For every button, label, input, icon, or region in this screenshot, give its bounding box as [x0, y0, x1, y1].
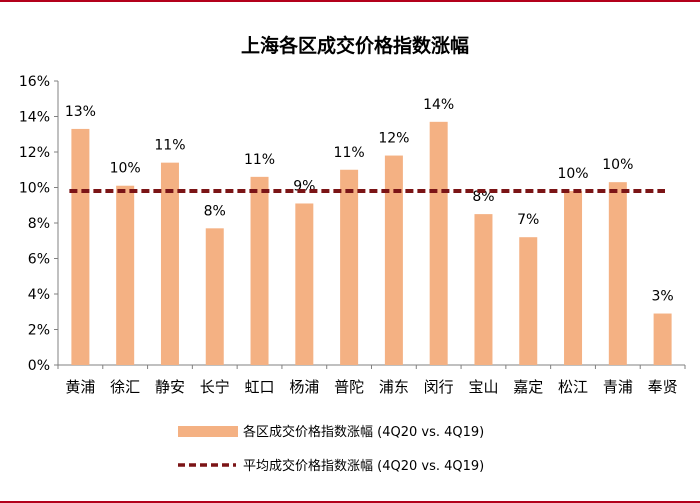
x-tick-label: 松江 — [558, 378, 588, 396]
top-border — [0, 0, 700, 2]
bar — [384, 155, 403, 365]
y-tick-label: 12% — [19, 145, 50, 161]
bars — [71, 121, 672, 365]
bar-labels: 13%10%11%8%11%9%11%12%14%8%7%10%10%3% — [65, 97, 674, 305]
bottom-border — [0, 501, 700, 503]
y-tick-label: 16% — [19, 74, 50, 90]
bar-data-label: 11% — [244, 152, 275, 168]
bar-data-label: 10% — [110, 161, 141, 177]
x-tick-label: 青浦 — [603, 378, 633, 396]
bar — [160, 162, 179, 365]
x-tick-label: 嘉定 — [513, 378, 543, 396]
chart-title: 上海各区成交价格指数涨幅 — [241, 34, 469, 57]
bar-data-label: 11% — [334, 145, 365, 161]
legend: 各区成交价格指数涨幅 (4Q20 vs. 4Q19) 平均成交价格指数涨幅 (4… — [178, 424, 484, 474]
x-tick-label: 浦东 — [379, 378, 409, 396]
y-tick-label: 14% — [19, 110, 50, 126]
y-tick-label: 0% — [28, 358, 50, 374]
x-tick-label: 黄浦 — [65, 378, 95, 396]
bar — [474, 214, 493, 365]
y-tick-label: 4% — [28, 287, 50, 303]
bar-data-label: 11% — [154, 138, 185, 154]
x-tick-label: 长宁 — [200, 378, 230, 396]
x-tick-label: 杨浦 — [289, 378, 319, 396]
x-tick-label: 奉贤 — [648, 378, 678, 396]
bar-data-label: 3% — [651, 289, 673, 305]
x-tick-label: 闵行 — [424, 378, 454, 396]
legend-bar-label: 各区成交价格指数涨幅 (4Q20 vs. 4Q19) — [243, 424, 484, 440]
legend-bar-swatch — [178, 426, 238, 437]
x-tick-label: 徐汇 — [110, 378, 140, 396]
bar — [250, 176, 269, 365]
bar-data-label: 7% — [517, 212, 539, 228]
y-tick-label: 2% — [28, 323, 50, 339]
bar — [71, 128, 90, 365]
bar-data-label: 10% — [557, 166, 588, 182]
bar — [608, 182, 627, 365]
bar — [116, 185, 135, 365]
axes — [54, 80, 686, 369]
y-tick-label: 6% — [28, 252, 50, 268]
bar-data-label: 14% — [423, 97, 454, 113]
bar — [205, 228, 224, 365]
x-tick-label: 宝山 — [468, 378, 498, 396]
y-tick-label: 8% — [28, 216, 50, 232]
bar-data-label: 12% — [378, 131, 409, 147]
x-tick-label: 静安 — [155, 378, 185, 396]
bar-data-label: 8% — [472, 189, 494, 205]
bar — [519, 237, 538, 365]
bar-data-label: 8% — [204, 203, 226, 219]
y-tick-label: 10% — [19, 181, 50, 197]
legend-line-label: 平均成交价格指数涨幅 (4Q20 vs. 4Q19) — [243, 458, 484, 474]
bar — [340, 169, 359, 365]
x-axis-labels: 黄浦 徐汇 静安 长宁 虹口 杨浦 普陀 浦东 闵行 宝山 嘉定 松江 青浦 奉贤 — [65, 378, 677, 396]
bar-data-label: 13% — [65, 104, 96, 120]
bar — [295, 203, 314, 365]
bar — [429, 121, 448, 365]
x-tick-label: 普陀 — [334, 378, 364, 396]
y-axis-labels: 0% 2% 4% 6% 8% 10% 12% 14% 16% — [19, 74, 50, 374]
bar — [564, 191, 583, 365]
x-tick-label: 虹口 — [245, 378, 275, 396]
bar — [653, 313, 672, 365]
bar-data-label: 10% — [602, 157, 633, 173]
